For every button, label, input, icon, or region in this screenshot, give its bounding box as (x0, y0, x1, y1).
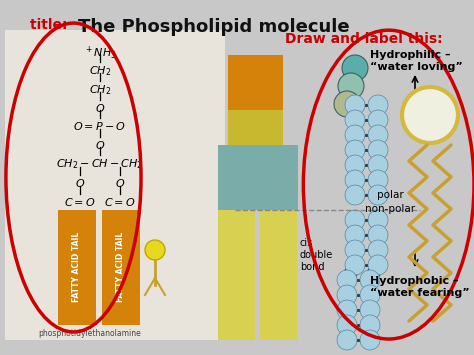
Circle shape (360, 285, 380, 305)
Bar (228, 55, 283, 110)
Text: “water loving”: “water loving” (370, 62, 463, 72)
Bar (218, 210, 255, 340)
FancyBboxPatch shape (5, 30, 225, 340)
Text: $C=O$: $C=O$ (64, 196, 96, 208)
Text: $O$: $O$ (115, 177, 125, 189)
Bar (260, 210, 297, 340)
Circle shape (345, 125, 365, 145)
Text: $CH_2$: $CH_2$ (89, 83, 111, 97)
Text: Hydrophilic –: Hydrophilic – (370, 50, 451, 60)
Text: $O$: $O$ (75, 177, 85, 189)
Circle shape (345, 210, 365, 230)
Text: title:: title: (30, 18, 73, 32)
Text: $O$: $O$ (95, 139, 105, 151)
Circle shape (345, 255, 365, 275)
Bar (102, 210, 140, 325)
Circle shape (345, 240, 365, 260)
Text: FATTY ACID TAIL: FATTY ACID TAIL (73, 232, 82, 302)
Circle shape (345, 110, 365, 130)
Circle shape (368, 210, 388, 230)
Text: $^+NH_3$: $^+NH_3$ (83, 45, 117, 62)
Circle shape (368, 110, 388, 130)
Text: Hydrophobic –: Hydrophobic – (370, 276, 459, 286)
Text: polar: polar (377, 190, 403, 200)
Text: $O$: $O$ (95, 102, 105, 114)
Circle shape (368, 170, 388, 190)
Text: phosphotidylethanolamine: phosphotidylethanolamine (38, 329, 141, 338)
Circle shape (368, 125, 388, 145)
Circle shape (345, 225, 365, 245)
Circle shape (345, 95, 365, 115)
Circle shape (368, 255, 388, 275)
Circle shape (145, 240, 165, 260)
Circle shape (345, 170, 365, 190)
Circle shape (337, 300, 357, 320)
Bar (58, 210, 96, 325)
Circle shape (337, 330, 357, 350)
Text: $O=P-O$: $O=P-O$ (73, 120, 127, 132)
Circle shape (342, 55, 368, 81)
Text: $CH_2$: $CH_2$ (89, 64, 111, 78)
Text: Draw and label this:: Draw and label this: (285, 32, 443, 46)
Circle shape (360, 315, 380, 335)
Circle shape (345, 185, 365, 205)
Circle shape (360, 270, 380, 290)
Circle shape (368, 140, 388, 160)
Circle shape (368, 225, 388, 245)
Circle shape (368, 185, 388, 205)
Text: FATTY ACID TAIL: FATTY ACID TAIL (117, 232, 126, 302)
Circle shape (368, 95, 388, 115)
Text: $C=O$: $C=O$ (104, 196, 136, 208)
Circle shape (345, 155, 365, 175)
Circle shape (337, 315, 357, 335)
Circle shape (402, 87, 458, 143)
Circle shape (338, 73, 364, 99)
Text: $CH_2-CH-CH_2$: $CH_2-CH-CH_2$ (56, 157, 144, 171)
Circle shape (337, 270, 357, 290)
Text: cis
double
bond: cis double bond (300, 239, 333, 272)
Circle shape (368, 240, 388, 260)
Circle shape (368, 155, 388, 175)
Bar (228, 110, 283, 145)
Circle shape (360, 330, 380, 350)
Text: non-polar: non-polar (365, 204, 415, 214)
Circle shape (360, 300, 380, 320)
Bar (218, 145, 298, 210)
Circle shape (337, 285, 357, 305)
Text: The Phospholipid molecule: The Phospholipid molecule (78, 18, 350, 36)
Text: “water fearing”: “water fearing” (370, 288, 470, 298)
Circle shape (345, 140, 365, 160)
Circle shape (334, 91, 360, 117)
